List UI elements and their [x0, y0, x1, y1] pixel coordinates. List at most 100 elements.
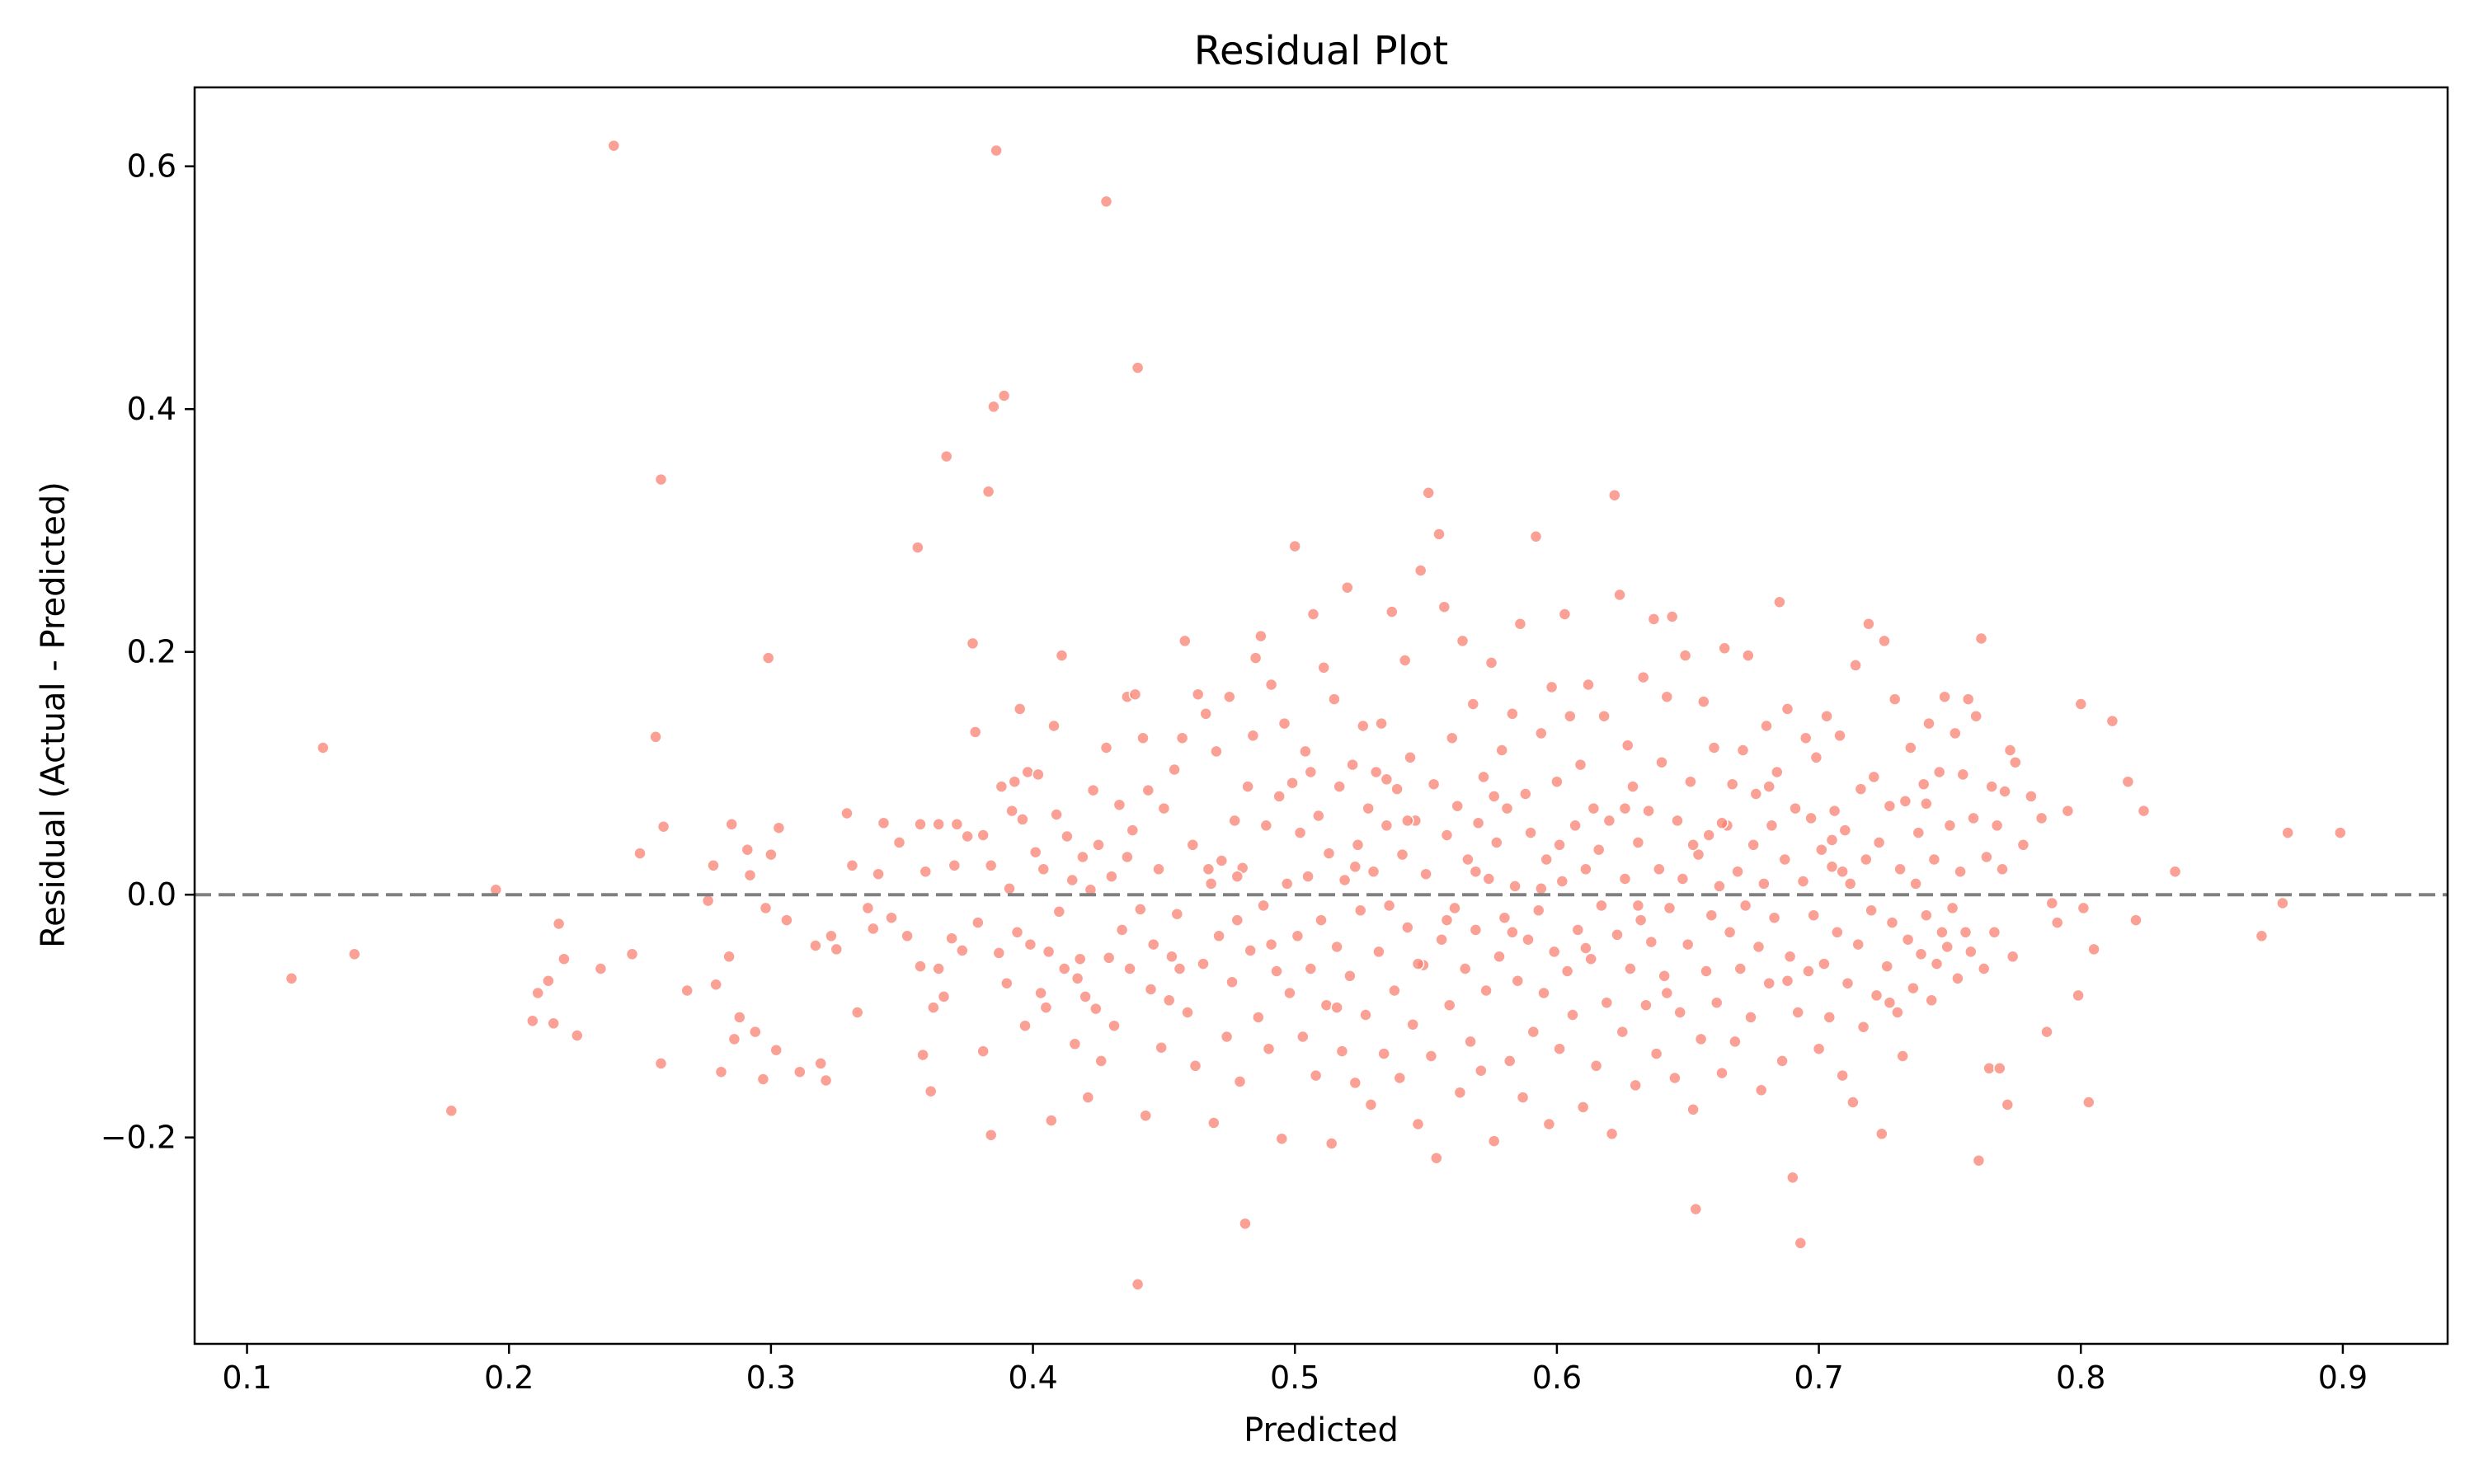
data-point [542, 974, 555, 988]
data-point [1065, 873, 1079, 887]
data-point [1500, 801, 1514, 815]
data-point [1904, 741, 1917, 754]
data-point [557, 952, 571, 965]
data-point [1280, 877, 1294, 890]
data-point [971, 916, 985, 929]
data-point [1969, 709, 1982, 723]
data-point [1141, 783, 1155, 797]
data-point [1487, 1134, 1501, 1148]
data-point [830, 942, 844, 956]
data-point [1771, 765, 1784, 779]
data-point [961, 829, 974, 843]
data-point [1836, 1068, 1849, 1082]
data-point [932, 818, 945, 831]
data-point [1215, 854, 1229, 867]
data-point [607, 139, 621, 153]
data-point [1484, 656, 1498, 669]
data-point [939, 449, 953, 463]
data-point [984, 1128, 998, 1142]
data-point [1804, 811, 1818, 825]
data-point [1576, 1101, 1590, 1114]
data-point [1653, 862, 1666, 876]
data-point [1794, 1237, 1808, 1250]
data-point [1045, 1114, 1058, 1127]
data-point [348, 947, 361, 961]
data-point [948, 859, 962, 872]
data-point [1987, 926, 2001, 939]
data-point [1616, 1025, 1630, 1039]
data-point [1723, 926, 1737, 939]
data-point [1404, 751, 1417, 764]
data-point [984, 859, 998, 872]
data-point [1658, 970, 1671, 983]
data-point [2082, 1096, 2095, 1109]
data-point [892, 836, 906, 849]
data-point [1257, 899, 1270, 913]
data-point [992, 946, 1006, 960]
data-point [1028, 845, 1042, 859]
data-point [1742, 649, 1755, 662]
data-point [2040, 1025, 2053, 1039]
data-point [1547, 945, 1561, 959]
data-point [1940, 940, 1954, 954]
data-point [1550, 775, 1564, 788]
data-point [1230, 870, 1244, 883]
data-point [872, 867, 885, 881]
data-point [633, 847, 647, 860]
y-tick-label: 0.2 [127, 634, 176, 670]
data-point [1498, 911, 1512, 924]
data-point [1896, 1050, 1909, 1063]
data-point [1618, 801, 1632, 815]
data-point [1464, 1035, 1477, 1049]
data-point [956, 944, 969, 957]
data-point [1244, 944, 1257, 957]
data-point [1912, 826, 1926, 839]
data-point [444, 1104, 459, 1118]
data-point [1993, 1062, 2006, 1075]
data-point [1571, 923, 1585, 937]
data-point [1977, 962, 1991, 975]
data-point [1506, 707, 1519, 721]
data-point [1555, 875, 1569, 888]
data-point [1223, 690, 1236, 703]
data-point [1799, 731, 1813, 744]
data-point [1380, 819, 1394, 833]
data-point [1780, 702, 1794, 716]
data-point [2003, 744, 2017, 757]
data-point [1272, 790, 1286, 803]
data-point [1021, 765, 1034, 779]
data-point [594, 962, 608, 975]
data-point [1348, 860, 1362, 874]
data-point [1624, 962, 1637, 975]
data-point [1482, 872, 1496, 885]
data-point [1974, 632, 1988, 646]
data-point [1291, 929, 1305, 943]
data-point [1246, 729, 1260, 743]
data-point [1000, 976, 1014, 990]
data-point [1134, 903, 1147, 916]
data-point [1296, 1030, 1310, 1044]
data-point [1893, 862, 1907, 876]
data-point [877, 816, 891, 830]
data-point [1862, 618, 1875, 631]
data-point [1870, 989, 1884, 1003]
data-point [1671, 814, 1684, 828]
data-point [1932, 765, 1946, 779]
data-point [1401, 814, 1414, 828]
data-point [1136, 731, 1150, 744]
data-point [1815, 843, 1828, 857]
data-point [814, 1057, 827, 1070]
data-point [1700, 965, 1713, 978]
data-point [1259, 819, 1273, 833]
data-point [764, 848, 778, 862]
data-point [1865, 904, 1878, 918]
data-point [1277, 716, 1291, 730]
data-point [1564, 709, 1577, 723]
data-point [1034, 986, 1047, 1000]
data-point [714, 1065, 728, 1078]
data-point [1823, 1011, 1837, 1024]
data-point [1831, 926, 1844, 939]
data-point [2074, 697, 2088, 711]
